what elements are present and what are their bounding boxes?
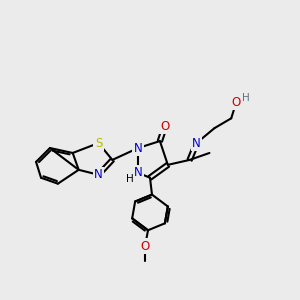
Text: S: S (95, 136, 102, 150)
Text: N: N (192, 136, 201, 150)
Text: N: N (134, 142, 142, 154)
Text: H: H (242, 94, 250, 103)
Text: N: N (94, 168, 103, 181)
Text: H: H (126, 174, 134, 184)
Text: O: O (140, 240, 150, 253)
Text: O: O (160, 120, 170, 133)
Text: O: O (232, 96, 241, 109)
Text: N: N (134, 166, 142, 179)
